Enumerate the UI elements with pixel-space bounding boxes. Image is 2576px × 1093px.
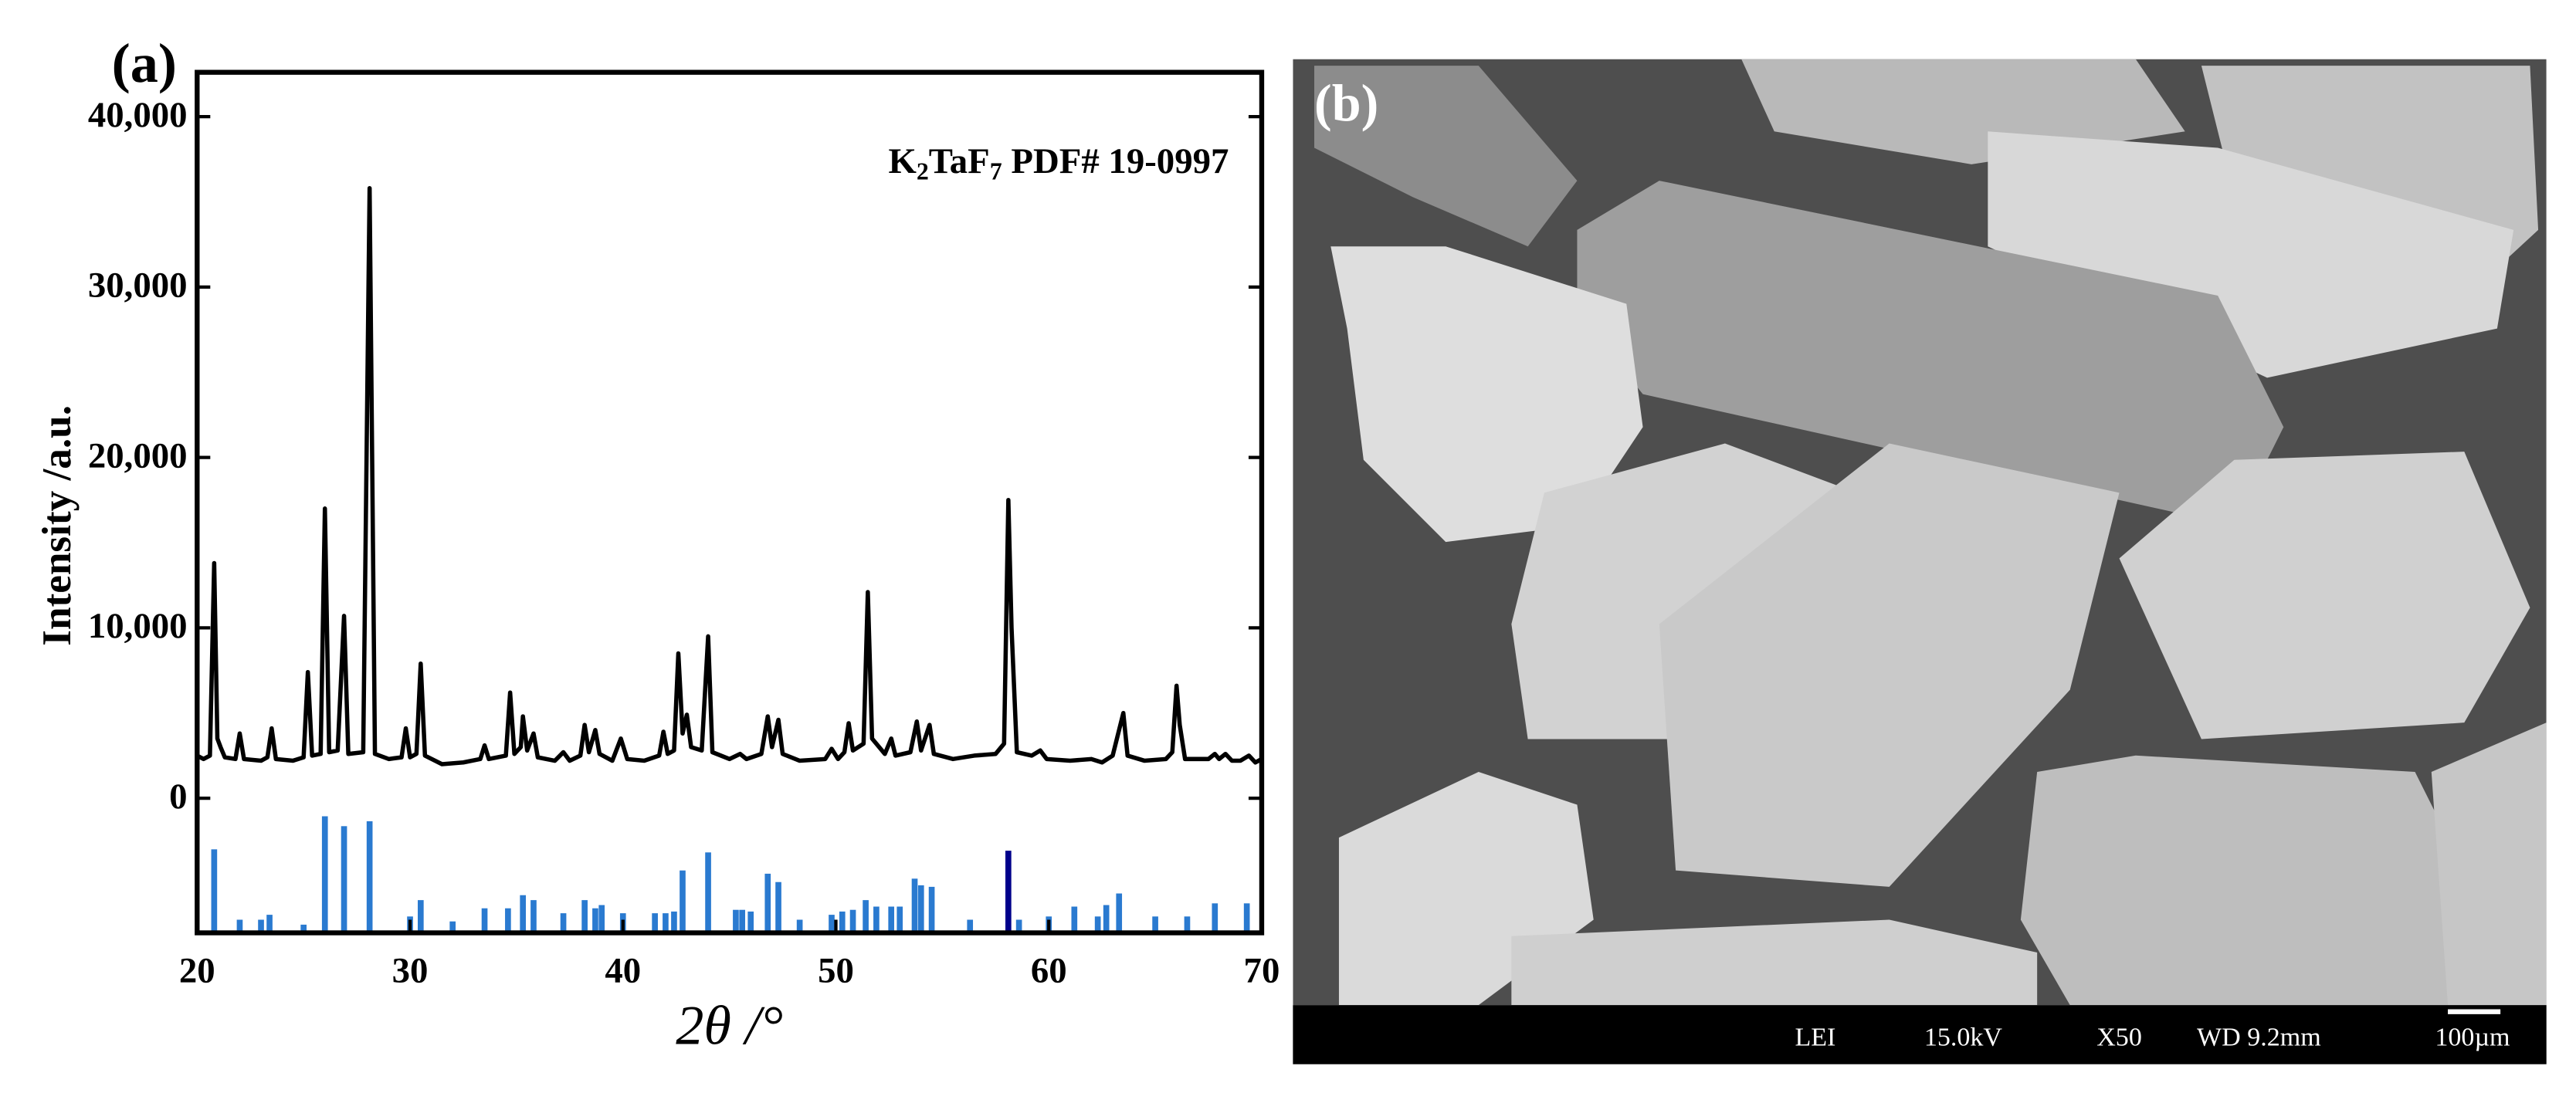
reference-bar xyxy=(520,895,527,933)
reference-bar xyxy=(211,849,218,933)
reference-bar xyxy=(897,906,903,933)
panel-label: (a) xyxy=(112,32,177,94)
reference-bar xyxy=(839,911,846,933)
reference-bar xyxy=(236,919,243,933)
reference-bar xyxy=(1015,919,1022,933)
reference-bar xyxy=(863,900,869,933)
y-tick-label: 30,000 xyxy=(88,266,188,306)
panel-label: (b) xyxy=(1314,73,1378,132)
x-tick-label: 20 xyxy=(179,950,215,990)
reference-bar xyxy=(598,905,605,933)
reference-bar xyxy=(917,885,924,933)
y-tick-label: 40,000 xyxy=(88,95,188,135)
sem-info-text: LEI xyxy=(1795,1024,1835,1052)
y-tick-label: 0 xyxy=(169,777,187,817)
annotation-part: 2 xyxy=(917,158,929,185)
xrd-pattern xyxy=(196,186,1263,766)
annotation-part: K xyxy=(888,141,917,181)
sem-info: LEI 15.0kV X50 WD 9.2mm 100µm xyxy=(1795,1024,2510,1052)
reference-bar xyxy=(1005,851,1012,933)
reference-bar xyxy=(481,908,488,933)
reference-bar xyxy=(1243,903,1250,933)
annotation: K2TaF7 PDF# 19-0997 xyxy=(888,141,1229,185)
plot-frame xyxy=(195,69,1265,936)
sem-info-text: 100µm xyxy=(2435,1024,2510,1052)
reference-bar xyxy=(829,915,835,933)
reference-bar xyxy=(530,900,537,933)
x-tick-label: 60 xyxy=(1031,950,1067,990)
reference-bar xyxy=(747,911,754,933)
x-axis-label: 2θ /° xyxy=(676,995,783,1057)
reference-bar xyxy=(911,878,918,933)
sem-info-bar xyxy=(1293,1005,2547,1064)
reference-bar xyxy=(505,908,511,933)
reference-bar xyxy=(888,906,895,933)
x-tick-label: 70 xyxy=(1244,950,1280,990)
reference-bar xyxy=(592,908,598,933)
reference-bar xyxy=(671,911,677,933)
reference-bar xyxy=(1212,903,1219,933)
y-axis-label: Intensity /a.u. xyxy=(34,405,80,646)
reference-bar xyxy=(1116,893,1123,933)
reference-bar xyxy=(560,913,567,933)
x-tick-label: 50 xyxy=(818,950,854,990)
reference-bar xyxy=(733,909,739,933)
annotation-part: PDF# 19-0997 xyxy=(1002,141,1229,181)
reference-bar xyxy=(1184,916,1191,933)
reference-bar xyxy=(764,873,771,933)
reference-bar xyxy=(705,852,711,933)
annotation-part: 7 xyxy=(990,158,1002,185)
reference-bar xyxy=(849,909,856,933)
reference-bar xyxy=(680,870,686,933)
y-tick-label: 10,000 xyxy=(88,606,188,646)
reference-bar xyxy=(417,900,424,933)
reference-bar xyxy=(258,919,264,933)
reference-bar xyxy=(581,900,588,933)
reference-bar xyxy=(928,886,935,933)
sem-info-text: WD 9.2mm xyxy=(2197,1024,2321,1052)
annotation-part: TaF xyxy=(929,141,990,181)
reference-bar xyxy=(341,826,347,933)
reference-bar xyxy=(873,906,880,933)
reference-bar xyxy=(266,915,273,933)
reference-bar xyxy=(652,913,658,933)
sem-info-text: X50 xyxy=(2096,1024,2142,1052)
reference-bar xyxy=(366,821,373,933)
reference-bar xyxy=(1103,905,1110,933)
reference-bar xyxy=(796,919,803,933)
x-tick-label: 40 xyxy=(605,950,641,990)
reference-bar xyxy=(663,913,669,933)
reference-bar xyxy=(739,909,746,933)
reference-bar xyxy=(300,924,307,933)
sem-image xyxy=(1293,59,2547,1006)
y-tick-label: 20,000 xyxy=(88,435,188,475)
reference-bar xyxy=(321,816,328,933)
reference-bar xyxy=(775,882,781,933)
reference-bar xyxy=(1094,916,1101,933)
reference-bar xyxy=(449,921,456,933)
x-tick-label: 30 xyxy=(392,950,429,990)
reference-bar xyxy=(967,919,974,933)
reference-bar xyxy=(1071,906,1078,933)
sem-info-text: 15.0kV xyxy=(1924,1024,2003,1052)
reference-bar xyxy=(1152,916,1158,933)
